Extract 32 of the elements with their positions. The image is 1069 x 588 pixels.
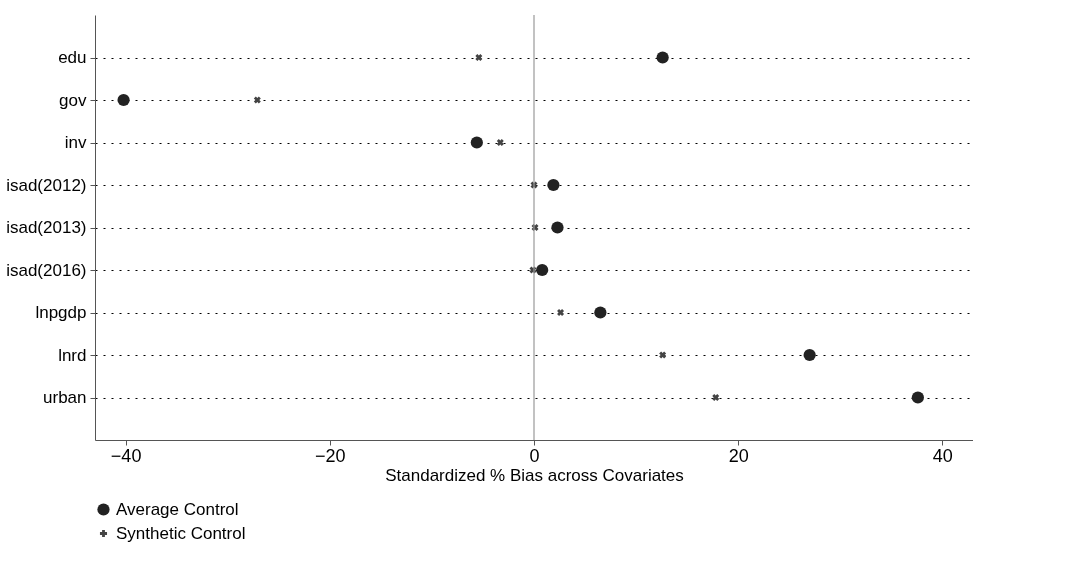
point [547,178,560,192]
point [117,93,130,107]
x-tick-label: 20 [728,445,749,466]
point [659,351,667,359]
y-tick-label: lnpgdp [35,303,87,322]
point [253,96,261,104]
x-tick-label: 0 [529,445,540,466]
point [656,51,669,64]
x-axis-title: Standardized % Bias across Covariates [385,465,684,485]
legend-label: Synthetic Control [116,523,246,543]
y-tick-label: lnrd [58,345,87,365]
point [803,348,816,362]
point [536,263,549,277]
point [557,309,565,316]
legend-label: Average Control [116,499,239,519]
y-tick-label: isad(2016) [6,260,87,280]
point [551,221,564,234]
y-tick-label: isad(2012) [6,175,87,195]
x-tick-label: −40 [110,445,142,466]
point [496,139,504,146]
point [712,394,720,401]
point [475,54,483,61]
y-tick-label: gov [59,90,87,110]
y-tick-label: edu [58,48,87,67]
point [911,391,924,404]
x-tick-label: −20 [315,445,346,466]
point [594,306,607,319]
x-tick-label: 40 [932,445,953,466]
y-tick-label: urban [43,388,87,407]
y-tick-label: inv [64,133,87,152]
point [470,136,483,149]
y-tick-label: isad(2013) [6,218,87,237]
